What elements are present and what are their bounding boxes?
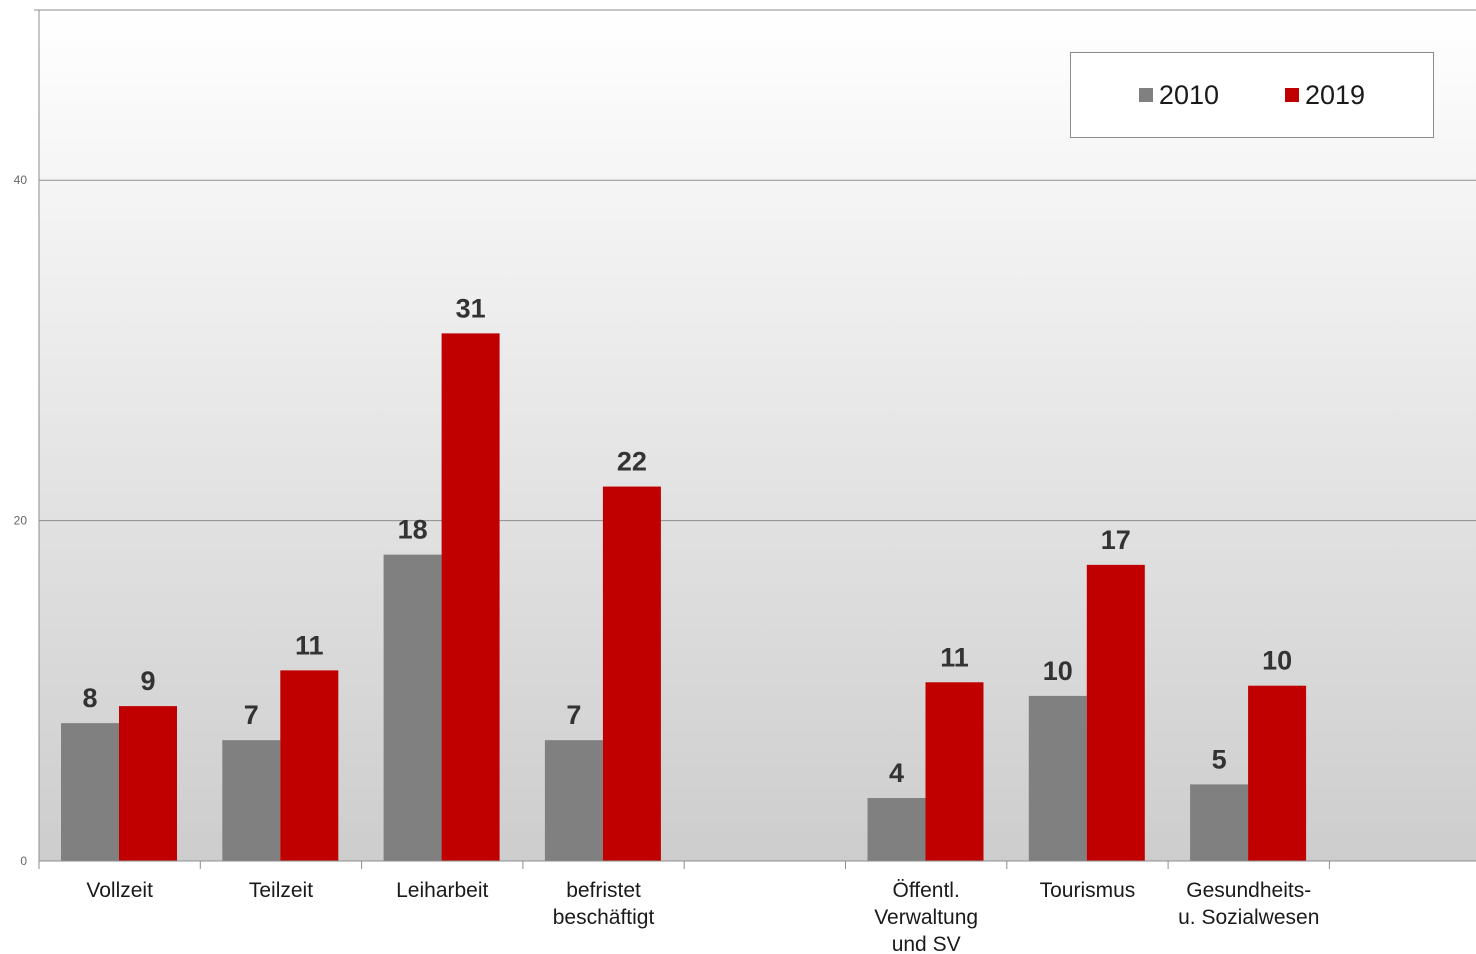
data-label-2010: 10 bbox=[1043, 656, 1073, 686]
data-label-2010: 7 bbox=[244, 700, 259, 730]
category-label: Gesundheits-u. Sozialwesen bbox=[1178, 879, 1319, 929]
category-label: Leiharbeit bbox=[396, 879, 488, 902]
category-label: Teilzeit bbox=[249, 879, 313, 902]
data-label-2019: 10 bbox=[1262, 646, 1292, 676]
bar-2019 bbox=[441, 333, 500, 861]
category-label: befristet beschäftigt bbox=[553, 879, 655, 929]
bar-2019 bbox=[1248, 685, 1307, 861]
legend: 2010 2019 bbox=[1070, 52, 1434, 138]
legend-swatch-2019 bbox=[1285, 88, 1299, 102]
bar-2019 bbox=[602, 486, 661, 861]
category-label: Tourismus bbox=[1040, 879, 1136, 902]
data-label-2019: 31 bbox=[456, 293, 486, 323]
data-label-2010: 7 bbox=[566, 700, 581, 730]
legend-label-2010: 2010 bbox=[1158, 79, 1219, 110]
legend-label-2019: 2019 bbox=[1305, 79, 1366, 110]
data-label-2019: 11 bbox=[940, 642, 969, 672]
plot-area bbox=[39, 10, 1476, 861]
data-label-2010: 18 bbox=[398, 515, 428, 545]
bar-2019 bbox=[925, 682, 984, 861]
bar-2019 bbox=[119, 706, 177, 861]
data-label-2019: 17 bbox=[1101, 525, 1131, 555]
legend-item-2019: 2019 bbox=[1285, 80, 1365, 111]
legend-swatch-2010 bbox=[1138, 88, 1153, 102]
y-tick-label: 0 bbox=[20, 854, 27, 868]
bar-2010 bbox=[1190, 784, 1249, 861]
y-tick-label: 40 bbox=[14, 173, 28, 187]
data-label-2010: 4 bbox=[889, 758, 904, 788]
bar-2010 bbox=[544, 740, 603, 861]
data-label-2010: 8 bbox=[82, 683, 97, 713]
category-label: Vollzeit bbox=[86, 879, 153, 902]
bar-2010 bbox=[867, 798, 926, 861]
y-tick-label: 20 bbox=[14, 514, 28, 528]
bar-2019 bbox=[280, 670, 339, 861]
data-label-2019: 22 bbox=[617, 447, 647, 477]
bar-2010 bbox=[383, 554, 442, 861]
data-label-2010: 5 bbox=[1212, 744, 1227, 774]
legend-item-2010: 2010 bbox=[1138, 79, 1219, 111]
bar-2019 bbox=[1086, 564, 1145, 861]
bar-2010 bbox=[61, 723, 119, 861]
data-label-2019: 11 bbox=[295, 630, 324, 660]
category-label: Öffentl. Verwaltung und SV bbox=[874, 879, 978, 954]
bar-2010 bbox=[1028, 695, 1087, 861]
data-label-2019: 9 bbox=[140, 666, 155, 696]
bar-2010 bbox=[222, 740, 281, 861]
